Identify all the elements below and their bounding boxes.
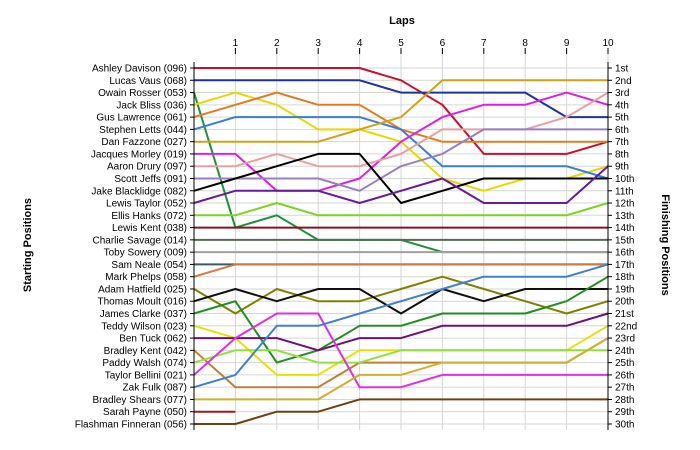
series-line [194, 202, 609, 217]
starting-driver-label: Mark Phelps (058) [105, 272, 187, 283]
finishing-position-label: 11th [615, 186, 634, 197]
finishing-position-label: 3rd [615, 88, 629, 99]
series-line [194, 79, 608, 143]
finishing-position-label: 8th [615, 149, 629, 160]
series-line [193, 263, 609, 389]
starting-driver-label: Adam Hatfield (025) [98, 284, 187, 295]
x-tick-label: 9 [564, 38, 570, 49]
starting-driver-label: Lucas Vaus (068) [109, 76, 187, 87]
starting-driver-label: Ben Tuck (062) [119, 334, 187, 345]
finishing-position-label: 5th [615, 113, 629, 124]
series-line [194, 312, 609, 352]
x-tick-label: 8 [522, 38, 528, 49]
finishing-position-label: 10th [615, 174, 634, 185]
finishing-position-label: 1st [615, 64, 629, 75]
finishing-position-label: 27th [615, 383, 634, 394]
starting-driver-label: Stephen Letts (044) [99, 125, 187, 136]
x-tick-label: 4 [357, 38, 363, 49]
starting-driver-label: Sam Neale (054) [111, 260, 187, 271]
starting-driver-label: Lewis Taylor (052) [106, 199, 187, 210]
starting-driver-label: Gus Lawrence (061) [96, 113, 187, 124]
finishing-position-label: 20th [615, 297, 634, 308]
series-line [193, 312, 608, 389]
finishing-position-label: 9th [615, 162, 629, 173]
starting-driver-label: Charlie Savage (014) [93, 235, 188, 246]
starting-driver-label: Lewis Kent (038) [112, 223, 187, 234]
finishing-position-label: 30th [615, 420, 634, 431]
starting-driver-label: Ellis Hanks (072) [111, 211, 187, 222]
x-tick-label: 5 [398, 38, 404, 49]
finishing-position-label: 14th [615, 223, 634, 234]
finishing-position-label: 7th [615, 137, 629, 148]
series-line [193, 152, 608, 204]
x-tick-label: 10 [602, 38, 614, 49]
x-tick-label: 3 [315, 38, 321, 49]
finishing-position-label: 6th [615, 125, 629, 136]
starting-driver-label: Dan Fazzone (027) [101, 137, 187, 148]
starting-driver-label: Sarah Payne (050) [103, 407, 187, 418]
series-line [194, 128, 608, 192]
finishing-position-label: 25th [615, 358, 634, 369]
starting-driver-label: Thomas Moult (016) [98, 297, 187, 308]
series-line [194, 337, 609, 401]
x-axis-title: Laps [389, 15, 415, 27]
series-layer [193, 67, 609, 425]
starting-driver-label: Zak Fulk (087) [123, 383, 187, 394]
finishing-position-label: 19th [615, 284, 634, 295]
finishing-position-label: 22nd [615, 321, 637, 332]
series-line [194, 398, 608, 425]
starting-driver-label: Ashley Davison (096) [92, 64, 187, 75]
starting-driver-label: James Clarke (037) [100, 309, 187, 320]
finishing-position-label: 2nd [615, 76, 632, 87]
x-tick-label: 7 [481, 38, 487, 49]
finishing-position-label: 4th [615, 100, 629, 111]
series-line [194, 67, 609, 155]
finishing-position-label: 24th [615, 346, 634, 357]
series-line [194, 91, 609, 168]
finishing-position-label: 16th [615, 248, 634, 259]
finishing-position-label: 29th [615, 407, 634, 418]
finishing-position-label: 17th [615, 260, 634, 271]
x-tick-label: 1 [233, 38, 239, 49]
series-line [193, 116, 609, 180]
y-axis-right-title: Finishing Positions [659, 194, 671, 295]
finishing-position-label: 23rd [615, 334, 635, 345]
finishing-position-label: 21st [615, 309, 634, 320]
starting-driver-label: Jacques Morley (019) [91, 149, 187, 160]
starting-driver-label: Taylor Bellini (021) [105, 370, 187, 381]
starting-driver-label: Flashman Finneran (056) [75, 420, 187, 431]
starting-driver-label: Jack Bliss (036) [116, 100, 187, 111]
x-tick-label: 2 [274, 38, 280, 49]
finishing-position-label: 15th [615, 235, 634, 246]
starting-driver-label: Bradley Kent (042) [104, 346, 187, 357]
starting-driver-label: Teddy Wilson (023) [101, 321, 187, 332]
starting-driver-label: Owain Rosser (053) [98, 88, 187, 99]
starting-driver-label: Scott Jeffs (091) [114, 174, 187, 185]
series-line [193, 165, 609, 204]
starting-driver-label: Paddy Walsh (074) [102, 358, 187, 369]
starting-driver-label: Bradley Shears (077) [93, 395, 188, 406]
y-axis-left-title: Starting Positions [22, 198, 34, 292]
finishing-position-label: 12th [615, 199, 634, 210]
finishing-position-label: 18th [615, 272, 634, 283]
starting-driver-label: Toby Sowery (009) [104, 248, 187, 259]
series-line [193, 349, 608, 364]
starting-driver-label: Jake Blacklidge (082) [91, 186, 187, 197]
series-line [193, 263, 608, 278]
finishing-position-label: 13th [615, 211, 634, 222]
starting-driver-label: Aaron Drury (097) [107, 162, 187, 173]
finishing-position-label: 28th [615, 395, 634, 406]
series-line [193, 288, 608, 315]
finishing-position-label: 26th [615, 370, 634, 381]
x-tick-label: 6 [440, 38, 446, 49]
